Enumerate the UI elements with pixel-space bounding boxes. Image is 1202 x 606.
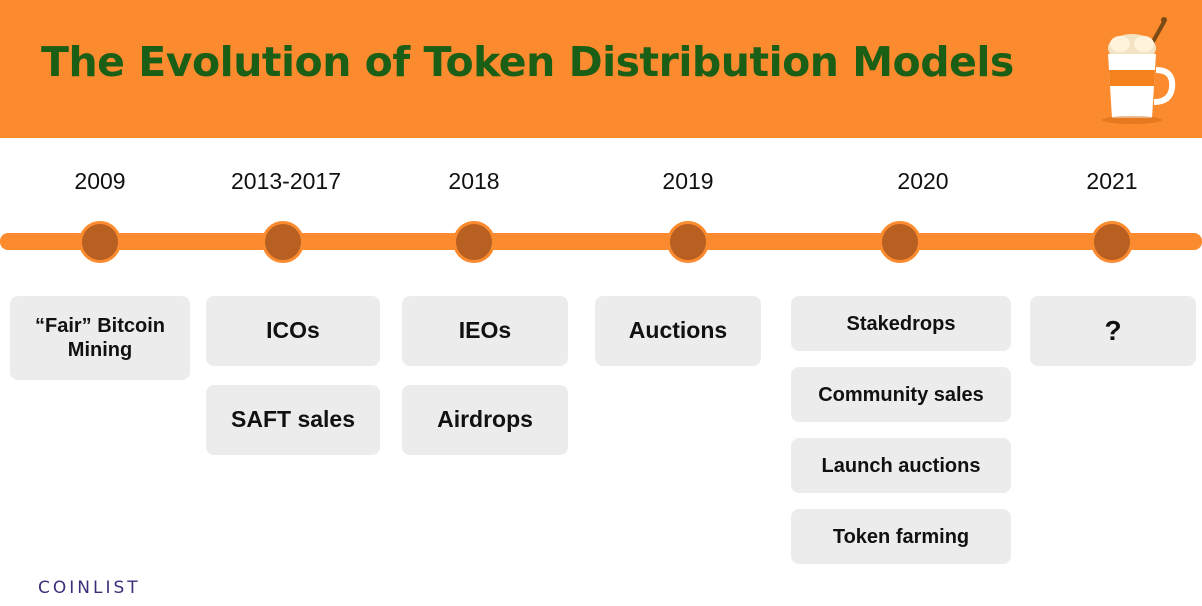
page-title: The Evolution of Token Distribution Mode… — [41, 38, 1014, 86]
coffee-cup-icon — [1102, 17, 1176, 124]
model-card: IEOs — [402, 296, 568, 366]
timeline-dot — [1091, 221, 1133, 263]
model-card: Stakedrops — [791, 296, 1011, 351]
model-card: “Fair” Bitcoin Mining — [10, 296, 190, 380]
timeline-dot — [879, 221, 921, 263]
header-banner: The Evolution of Token Distribution Mode… — [0, 0, 1202, 138]
year-label: 2019 — [662, 168, 714, 194]
model-card: Airdrops — [402, 385, 568, 455]
year-label: 2020 — [897, 168, 949, 194]
timeline-dot — [667, 221, 709, 263]
model-card: Launch auctions — [791, 438, 1011, 493]
model-card: Community sales — [791, 367, 1011, 422]
timeline-dot — [262, 221, 304, 263]
model-card: Auctions — [595, 296, 761, 366]
timeline-line — [0, 233, 1202, 250]
coinlist-logo: COINLIST — [38, 578, 141, 598]
model-card: ? — [1030, 296, 1196, 366]
year-label: 2018 — [448, 168, 500, 194]
year-label: 2009 — [74, 168, 126, 194]
timeline-dot — [79, 221, 121, 263]
model-card: Token farming — [791, 509, 1011, 564]
model-card: SAFT sales — [206, 385, 380, 455]
year-label: 2013-2017 — [231, 168, 341, 194]
model-card: ICOs — [206, 296, 380, 366]
timeline-dot — [453, 221, 495, 263]
year-label: 2021 — [1086, 168, 1138, 194]
